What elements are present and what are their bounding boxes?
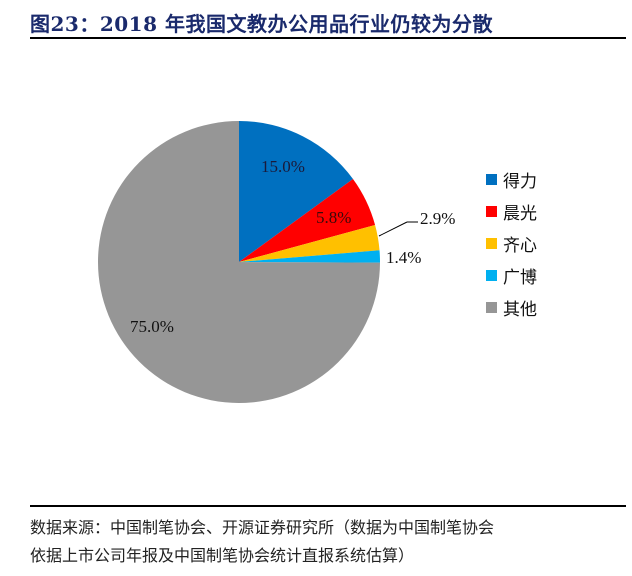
legend-swatch-icon <box>486 269 497 281</box>
pie-chart: 15.0% 5.8% 2.9% 1.4% 75.0% <box>97 121 455 404</box>
source-line-1: 数据来源：中国制笔协会、开源证券研究所（数据为中国制笔协会 <box>30 518 495 537</box>
label-chenguang: 5.8% <box>316 208 351 227</box>
leader-line-qixin <box>378 221 408 237</box>
legend-label: 晨光 <box>503 203 537 224</box>
legend-label: 其他 <box>503 299 537 320</box>
label-deli: 15.0% <box>261 157 305 176</box>
label-other: 75.0% <box>130 317 174 336</box>
legend-swatch-icon <box>486 237 497 249</box>
pie-slice-2 <box>239 225 380 262</box>
legend-label: 齐心 <box>503 235 537 256</box>
label-qixin: 2.9% <box>420 209 455 228</box>
legend-swatch-icon <box>486 205 497 217</box>
pie-slice-1 <box>239 179 376 262</box>
pie-slice-0 <box>239 121 353 262</box>
legend-item-deli: 得力 <box>486 163 537 195</box>
data-source-note: 数据来源：中国制笔协会、开源证券研究所（数据为中国制笔协会 依据上市公司年报及中… <box>30 514 630 570</box>
legend-swatch-icon <box>486 301 497 313</box>
legend-item-guangbo: 广博 <box>486 259 537 291</box>
legend-item-qixin: 齐心 <box>486 227 537 259</box>
source-divider <box>30 505 626 507</box>
pie-slices <box>97 121 381 404</box>
figure-title: 图23：2018 年我国文教办公用品行业仍较为分散 <box>30 12 493 36</box>
legend-swatch-icon <box>486 173 497 185</box>
legend-item-other: 其他 <box>486 291 537 323</box>
source-line-2: 依据上市公司年报及中国制笔协会统计直报系统估算） <box>30 546 415 565</box>
legend-label: 广博 <box>503 267 537 288</box>
pie-slice-3 <box>239 250 381 263</box>
legend-label: 得力 <box>503 171 537 192</box>
legend-item-chenguang: 晨光 <box>486 195 537 227</box>
label-guangbo: 1.4% <box>386 248 421 267</box>
title-divider <box>30 37 626 39</box>
chart-legend: 得力 晨光 齐心 广博 其他 <box>486 163 537 323</box>
pie-slice-4 <box>97 121 380 404</box>
